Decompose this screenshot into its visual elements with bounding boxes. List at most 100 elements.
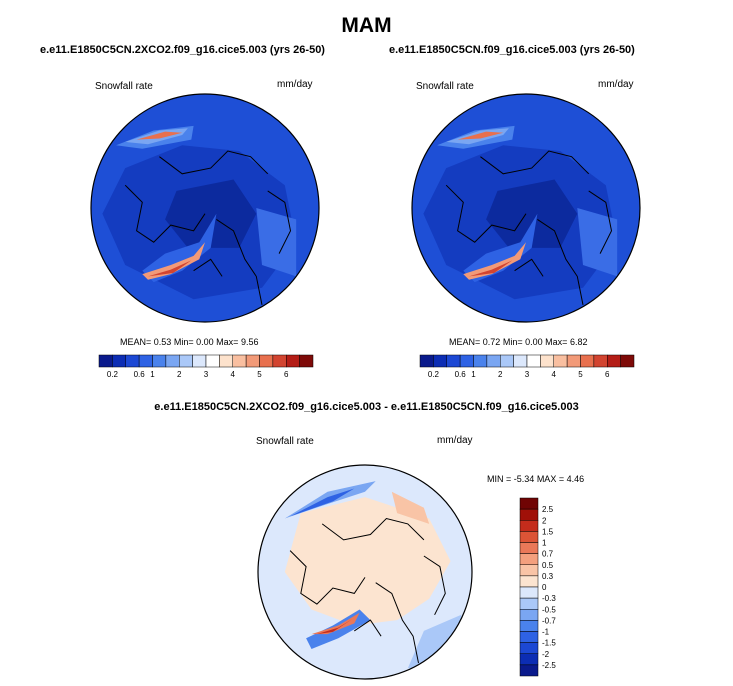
colorbar-swatch	[540, 354, 554, 368]
coastline-2	[480, 150, 590, 175]
colorbar-swatch	[519, 597, 539, 610]
colorbar-swatch	[519, 586, 539, 599]
colorbar-tick-label: -0.5	[542, 605, 556, 614]
panel3-stats: MIN = -5.34 MAX = 4.46	[487, 474, 584, 484]
field-atlantic-band	[463, 213, 538, 283]
max-value: 9.56	[240, 337, 259, 347]
panel2-stats: MEAN= 0.72 Min= 0.00 Max= 6.82	[449, 337, 587, 347]
coastline-2	[159, 150, 269, 175]
colorbar-swatch	[486, 354, 501, 368]
field-atlantic-max	[148, 260, 192, 277]
colorbar-swatch	[519, 575, 539, 588]
colorbar-swatch	[566, 354, 581, 368]
colorbar-tick-label: 0.6	[455, 370, 467, 379]
colorbar-swatch	[165, 354, 180, 368]
coastline-5	[423, 555, 446, 616]
colorbar-swatch	[219, 354, 233, 368]
colorbar-swatch	[232, 354, 247, 368]
colorbar-tick-label: 6	[605, 370, 610, 379]
min-key: Min=	[502, 337, 523, 347]
colorbar-tick-label: -1.5	[542, 639, 556, 648]
colorbar-tick-label: 2	[177, 370, 182, 379]
diff-pacific-negative-core	[290, 488, 355, 517]
max-key: Max=	[545, 337, 568, 347]
colorbar-swatch	[473, 354, 488, 368]
mean-value: 0.53	[153, 337, 172, 347]
colorbar-swatch	[299, 354, 314, 368]
min-key: Min=	[173, 337, 194, 347]
coastline-1	[289, 550, 366, 605]
colorbar-tick-label: 0.2	[107, 370, 119, 379]
colorbar-tick-label: 6	[284, 370, 289, 379]
field-eurasia	[256, 208, 297, 277]
colorbar-swatch	[519, 664, 539, 677]
panel2-variable: Snowfall rate	[416, 81, 474, 92]
colorbar-swatch	[553, 354, 568, 368]
colorbar-1: 0.2 0.6 1 2 3 4 5 6	[98, 354, 314, 379]
panel2-units: mm/day	[598, 79, 634, 90]
max-value: 6.82	[569, 337, 588, 347]
map-panel-1	[90, 93, 320, 323]
field-atlantic-max	[469, 260, 513, 277]
colorbar-tick-label: 3	[204, 370, 209, 379]
colorbar-swatch	[152, 354, 167, 368]
colorbar-swatch	[446, 354, 461, 368]
colorbar-swatch	[519, 631, 539, 643]
colorbar-swatch	[620, 354, 635, 368]
panel1-stats: MEAN= 0.53 Min= 0.00 Max= 9.56	[120, 337, 258, 347]
colorbar-swatch	[286, 354, 300, 368]
coastline-5	[267, 190, 292, 254]
colorbar-tick-label: 0.6	[134, 370, 146, 379]
map-boundary	[257, 464, 473, 680]
colorbar-swatch	[580, 354, 595, 368]
map-boundary	[90, 93, 320, 323]
colorbar-tick-label: 0.2	[428, 370, 440, 379]
colorbar-swatch	[179, 354, 193, 368]
panel3-variable: Snowfall rate	[256, 436, 314, 447]
colorbar-tick-label: -0.7	[542, 616, 556, 625]
colorbar-tick-label: 0.3	[542, 572, 554, 581]
diff-positive-land	[284, 497, 451, 626]
colorbar-swatch	[519, 531, 539, 543]
colorbar-2: 0.2 0.6 1 2 3 4 5 6	[419, 354, 635, 379]
colorbar-tick-label: 1	[150, 370, 155, 379]
colorbar-swatch	[513, 354, 528, 368]
colorbar-swatch	[519, 620, 539, 632]
colorbar-tick-label: 3	[525, 370, 530, 379]
colorbar-swatch	[519, 553, 539, 565]
mean-key: MEAN=	[120, 337, 152, 347]
field-atlantic-core	[142, 242, 205, 280]
panel1-units: mm/day	[277, 79, 313, 90]
colorbar-swatch	[519, 564, 539, 577]
colorbar-swatch	[519, 642, 539, 654]
colorbar-tick-label: 2	[542, 516, 547, 525]
coastline-3	[537, 218, 584, 305]
colorbar-swatch	[459, 354, 474, 368]
colorbar-tick-label: 4	[552, 370, 557, 379]
colorbar-tick-label: 0	[542, 583, 547, 592]
field-pacific-max	[136, 131, 183, 140]
colorbar-swatch	[259, 354, 274, 368]
colorbar-swatch	[419, 354, 434, 368]
field-atlantic-band	[142, 213, 217, 283]
coastline-4	[514, 258, 544, 277]
colorbar-swatch	[205, 354, 220, 368]
colorbar-swatch	[519, 497, 539, 510]
colorbar-swatch	[112, 354, 126, 368]
map-panel-3	[257, 464, 473, 680]
colorbar-3: 2.5 2 1.5 1 0.7 0.5 0.3 0 -0.3 -0.5 -0.7 -1 -1.5 -2 -2…	[519, 497, 556, 677]
colorbar-tick-label: 0.7	[542, 550, 554, 559]
colorbar-tick-label: 5	[578, 370, 583, 379]
colorbar-tick-label: 1.5	[542, 527, 554, 536]
min-value: 0.00	[196, 337, 214, 347]
colorbar-swatch	[272, 354, 287, 368]
colorbar-swatch	[98, 354, 113, 368]
colorbar-tick-label: 1	[471, 370, 476, 379]
coastline-4	[354, 619, 382, 637]
colorbar-tick-label: 2	[498, 370, 503, 379]
field-atlantic-core	[463, 242, 526, 280]
colorbar-tick-label: 0.5	[542, 561, 554, 570]
panel1-title: e.e11.E1850C5CN.2XCO2.f09_g16.cice5.003 …	[40, 44, 325, 56]
coastline-5	[588, 190, 613, 254]
